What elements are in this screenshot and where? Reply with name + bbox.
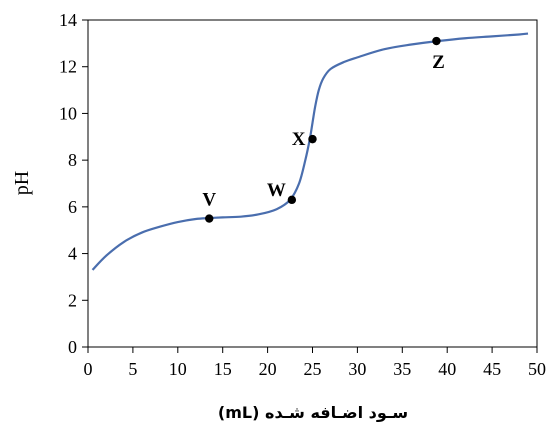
y-axis-title: pH: [11, 171, 33, 195]
x-tick-label: 20: [259, 359, 277, 379]
y-tick-label: 4: [68, 244, 77, 264]
y-tick-label: 12: [59, 57, 77, 77]
x-axis-title: سـود اضـافه شـده (mL): [218, 403, 408, 422]
y-tick-label: 0: [68, 337, 77, 357]
x-tick-label: 0: [84, 359, 93, 379]
point-marker-x: [308, 134, 317, 144]
x-tick-label: 50: [528, 359, 546, 379]
point-label-x: X: [292, 129, 306, 150]
x-tick-label: 45: [483, 359, 501, 379]
axes: [87, 19, 538, 348]
points-layer: V W X Z: [202, 36, 445, 223]
point-marker-v: [205, 214, 214, 223]
x-tick-label: 10: [169, 359, 187, 379]
x-tick-label: 40: [438, 359, 456, 379]
y-tick-label: 10: [59, 103, 77, 123]
x-tick-label: 30: [348, 359, 366, 379]
y-tick-label: 14: [59, 10, 77, 30]
point-marker-w: [287, 195, 297, 205]
ticks: 0 5 10 15 20 25 30 35 40 45 50 0 2 4 6 8 10 12 14: [59, 10, 546, 379]
point-label-v: V: [202, 190, 216, 211]
y-tick-label: 8: [68, 150, 77, 170]
point-label-z: Z: [432, 52, 445, 73]
point-label-w: W: [267, 180, 286, 201]
x-tick-label: 15: [214, 359, 232, 379]
x-tick-label: 5: [128, 359, 137, 379]
point-marker-z: [432, 36, 441, 46]
titration-curve-line: [91, 32, 529, 271]
x-tick-label: 25: [304, 359, 322, 379]
y-tick-label: 2: [68, 290, 77, 310]
x-tick-label: 35: [393, 359, 411, 379]
plot-frame: [87, 19, 538, 348]
series-layer: [91, 32, 529, 271]
y-tick-label: 6: [68, 197, 77, 217]
